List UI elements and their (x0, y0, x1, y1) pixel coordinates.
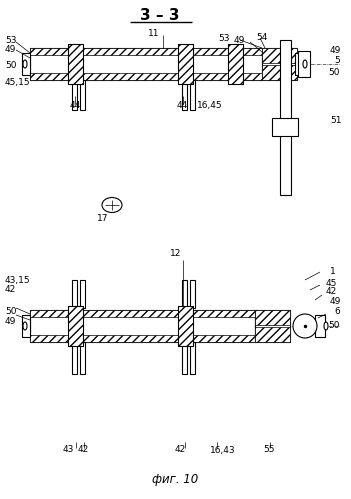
Text: 5: 5 (334, 55, 340, 64)
Ellipse shape (293, 314, 317, 338)
Ellipse shape (102, 198, 122, 213)
Bar (315, 315, 325, 337)
Text: 50: 50 (5, 307, 16, 316)
Text: 43: 43 (63, 446, 74, 455)
Bar (68, 306, 83, 346)
Text: 49: 49 (330, 297, 342, 306)
Text: 11: 11 (148, 28, 159, 37)
Bar (178, 44, 193, 84)
Text: 42: 42 (326, 287, 337, 296)
Bar (228, 44, 243, 84)
Ellipse shape (303, 60, 307, 68)
Text: 53: 53 (218, 33, 230, 42)
Bar (30, 73, 262, 80)
Text: 55: 55 (263, 446, 274, 455)
Bar (72, 280, 77, 308)
Bar (182, 280, 187, 308)
Bar (30, 310, 255, 342)
Text: 12: 12 (170, 249, 181, 257)
Text: 50: 50 (328, 67, 339, 76)
Bar (262, 48, 297, 63)
Ellipse shape (324, 322, 328, 330)
Text: 45,15: 45,15 (5, 77, 31, 86)
Text: 1: 1 (330, 267, 336, 276)
Text: 50: 50 (5, 60, 16, 69)
Bar (255, 327, 290, 342)
Text: 42: 42 (175, 446, 186, 455)
Text: 16,45: 16,45 (197, 100, 223, 109)
Ellipse shape (23, 60, 27, 68)
Bar (80, 80, 85, 110)
Bar (80, 342, 85, 374)
Text: фиг. 10: фиг. 10 (152, 474, 198, 487)
Bar (190, 342, 195, 374)
Bar (280, 40, 291, 195)
Bar (298, 51, 310, 77)
Bar (68, 44, 83, 84)
Text: 54: 54 (256, 32, 267, 41)
Text: 3 – 3: 3 – 3 (140, 7, 180, 22)
Bar (72, 80, 77, 110)
Bar (182, 80, 187, 110)
Bar (30, 335, 255, 342)
Bar (255, 310, 290, 342)
Ellipse shape (23, 322, 27, 330)
Text: 49: 49 (330, 45, 342, 54)
Bar (178, 306, 193, 346)
Bar (190, 280, 195, 308)
Bar (262, 48, 297, 80)
Bar (182, 342, 187, 374)
Bar (178, 44, 193, 84)
Text: 49: 49 (5, 44, 16, 53)
Bar (30, 48, 262, 55)
Text: 16,43: 16,43 (210, 446, 236, 455)
Bar (30, 310, 255, 317)
Bar (22, 315, 30, 337)
Bar (68, 306, 83, 346)
Text: 51: 51 (330, 115, 342, 124)
Text: 45: 45 (326, 278, 337, 287)
Bar (255, 310, 290, 325)
Bar (68, 44, 83, 84)
Bar (262, 65, 297, 80)
Text: 42: 42 (5, 285, 16, 294)
Text: 17: 17 (97, 214, 108, 223)
Bar (295, 53, 305, 75)
Bar (22, 53, 30, 75)
Text: 49: 49 (5, 317, 16, 326)
Bar (228, 44, 243, 84)
Bar (30, 48, 262, 80)
Bar (178, 306, 193, 346)
Bar (72, 342, 77, 374)
Bar (190, 80, 195, 110)
Bar (80, 280, 85, 308)
Bar (272, 118, 298, 136)
Text: 43,15: 43,15 (5, 275, 31, 284)
Text: 49: 49 (234, 35, 245, 44)
Text: 44: 44 (177, 100, 188, 109)
Text: 44: 44 (70, 100, 81, 109)
Text: 53: 53 (5, 35, 16, 44)
Text: 6: 6 (334, 307, 340, 316)
Text: 42: 42 (78, 446, 89, 455)
Text: 50: 50 (328, 321, 339, 330)
